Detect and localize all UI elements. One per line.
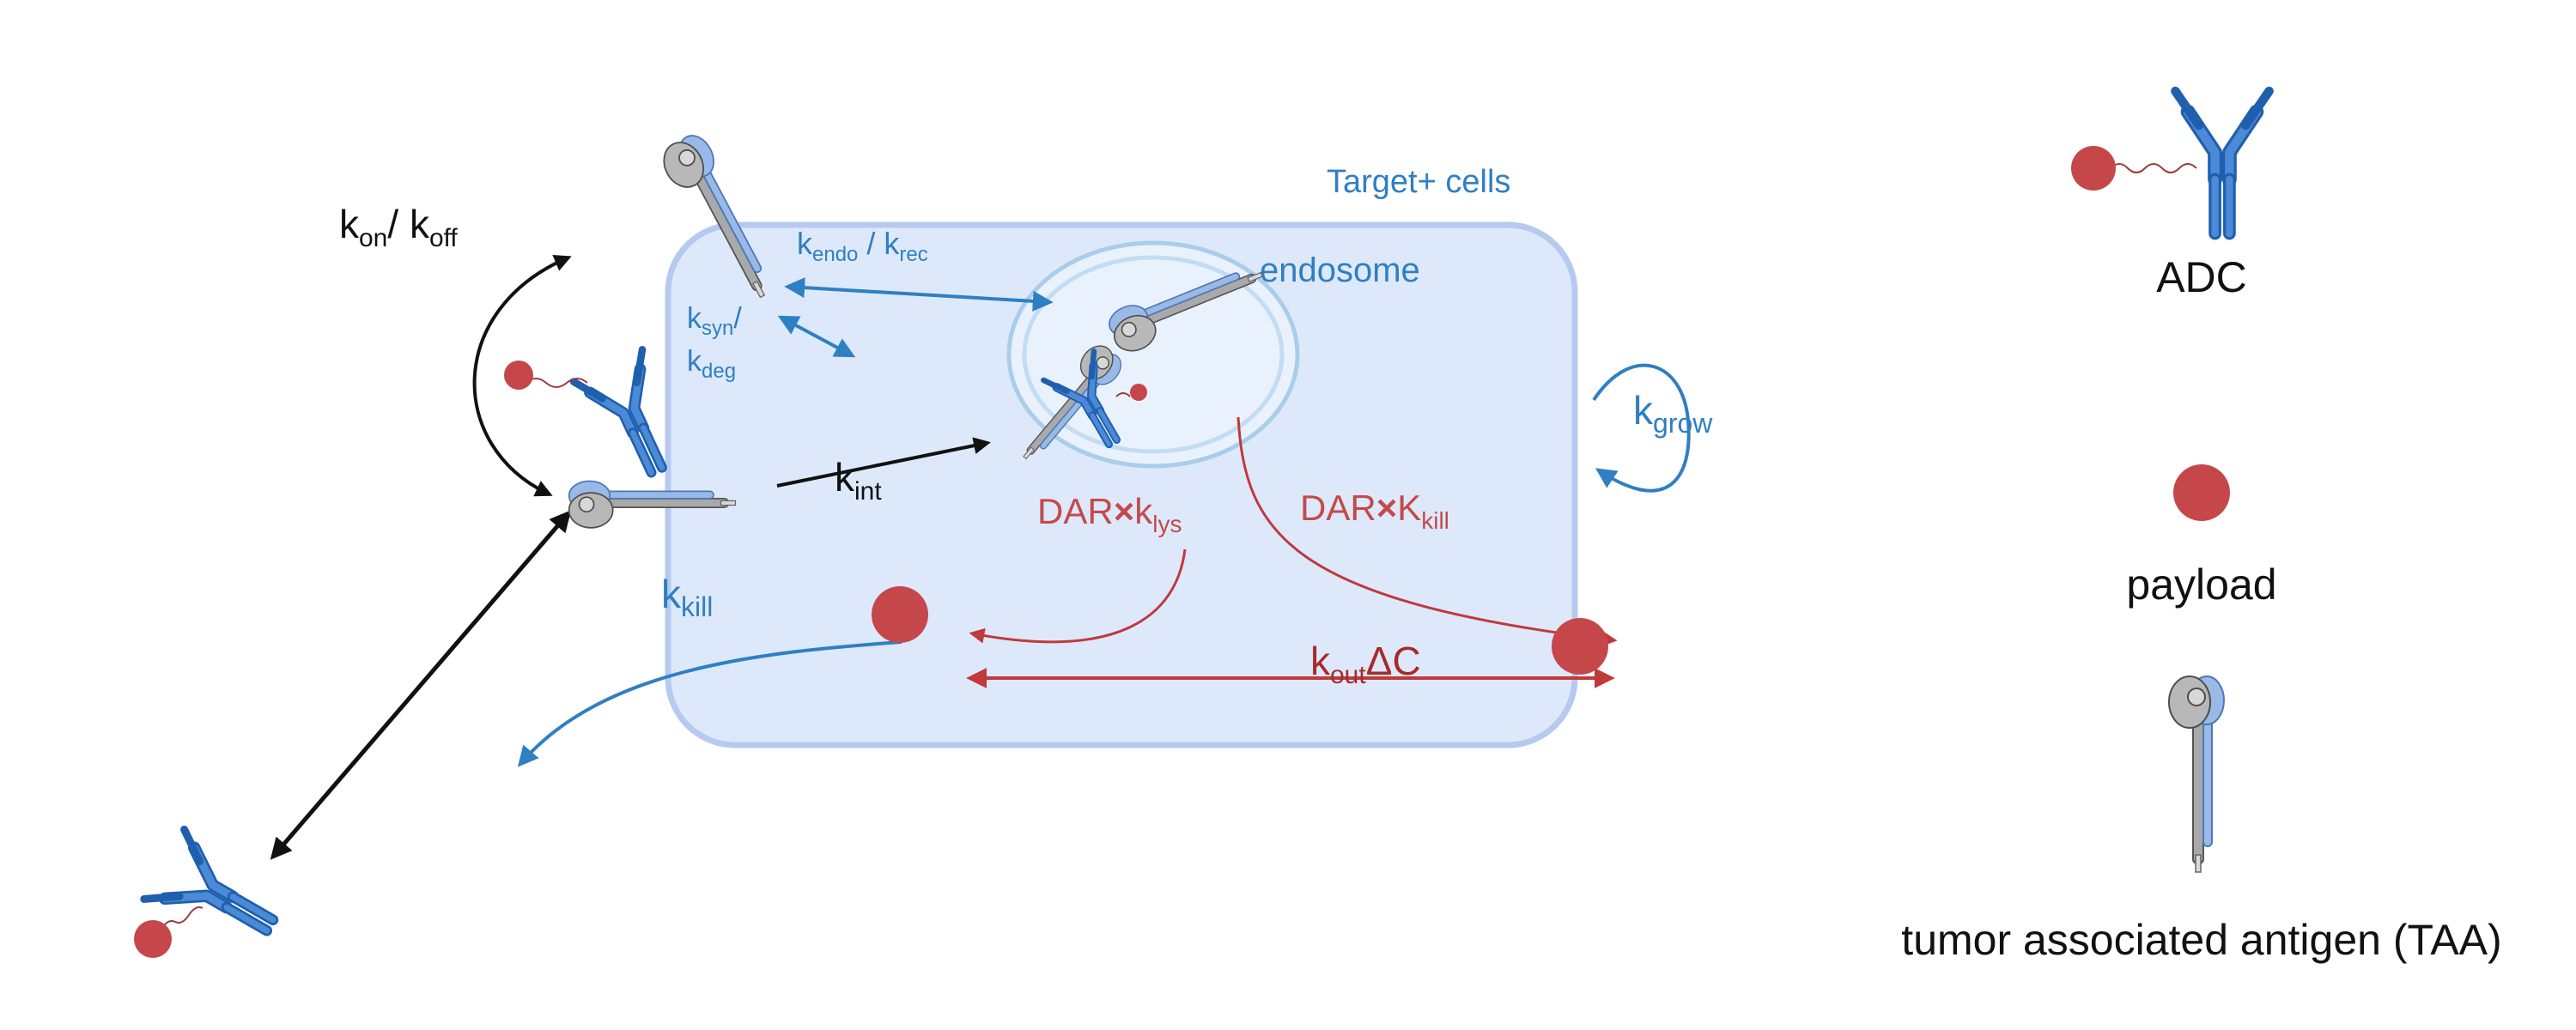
kon-koff-arrow [472,255,572,497]
ksyn-kdeg-arrow [777,315,856,358]
kint-arrow [776,437,991,488]
adc-endosome [1043,351,1147,457]
kkill-arrow [517,640,902,767]
kgrow-label: kgrow [1633,388,1713,439]
payload-extracellular [1552,618,1608,675]
legend-adc-label: ADC [2156,253,2247,301]
legend: ADC payload tumor associated antigen (TA… [1901,91,2502,964]
adc-surface-bound [504,349,691,486]
payload-intracellular [872,586,928,643]
ksyn-label: ksyn/ [687,302,742,340]
legend-taa-icon [2168,676,2225,873]
kout-label: koutΔC [1310,639,1421,689]
endosome-label: endosome [1260,251,1420,289]
kendo-krec-arrow [784,277,1054,312]
kon-koff-label: kon/ koff [339,202,458,252]
kkill-label: kkill [661,572,713,622]
endosome-inner-ring [1022,255,1285,454]
legend-payload-icon [2173,464,2230,521]
target-cells-label: Target+ cells [1327,164,1510,200]
kint-label: kint [835,455,882,506]
dar-Kkill-label: DAR×Kkill [1300,488,1449,534]
binding-diagonal-arrow [270,510,572,860]
kendo-krec-label: kendo / krec [797,226,928,266]
dar-Kkill-arrow [1236,416,1618,647]
arrows [270,255,1691,860]
kgrow-loop-arrow [1592,363,1691,493]
adc-free [134,829,290,960]
legend-payload-label: payload [2126,560,2276,609]
dar-klys-arrow [969,548,1187,644]
dar-klys-label: DAR×klys [1037,491,1182,537]
legend-taa-label: tumor associated antigen (TAA) [1901,916,2501,964]
endosome-outer-ring [1006,240,1300,469]
kdeg-label: kdeg [687,345,736,383]
legend-adc-icon [2071,91,2269,233]
